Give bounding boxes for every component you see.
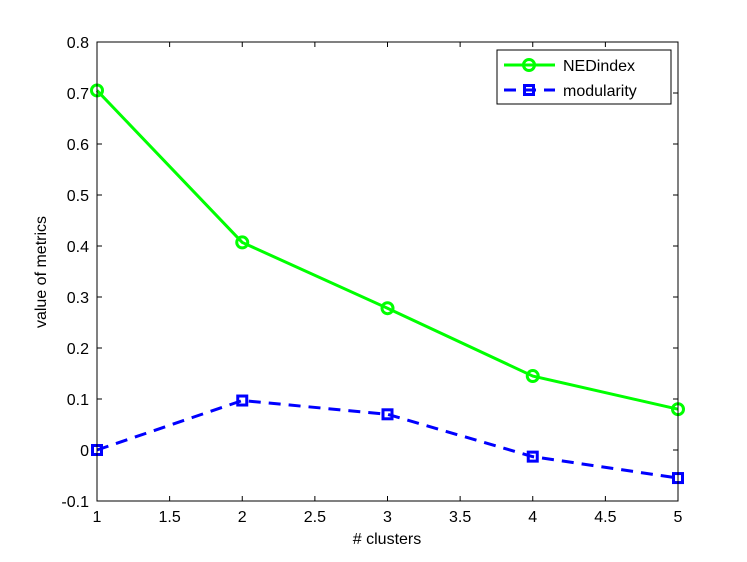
y-tick-label: 0.3 [67,290,89,307]
y-tick-label: -0.1 [61,494,89,511]
y-tick-label: 0 [80,443,89,460]
y-tick-label: 0.7 [67,86,89,103]
axes-box [96,41,679,502]
legend-label-nedindex: NEDindex [563,58,635,75]
x-tick-label: 1.5 [159,509,181,526]
data-point-legend-nedindex [522,58,536,72]
series-nedindex [90,83,685,417]
x-tick-labels: 1 1.5 2 2.5 3 3.5 4 4.5 5 [93,509,683,526]
plot-area [97,42,678,501]
data-point-nedindex [525,369,540,384]
y-tick-label: 0.8 [67,35,89,52]
x-tick-label: 2 [238,509,247,526]
y-tick-label: 0.5 [67,188,89,205]
data-point-nedindex [235,235,250,250]
legend-label-modularity: modularity [563,83,637,100]
series-line-modularity [96,399,679,480]
y-tick-label: 0.4 [67,239,89,256]
series-line-nedindex [95,89,679,411]
series-layer [90,83,685,485]
data-point-nedindex [380,301,395,316]
x-tick-label: 4 [528,509,537,526]
x-tick-label: 1 [93,509,102,526]
x-tick-label: 3.5 [449,509,471,526]
x-tick-label: 2.5 [304,509,326,526]
x-tick-label: 3 [383,509,392,526]
legend: NEDindex modularity [496,49,672,105]
data-point-legend-modularity [523,84,535,96]
y-tick-label: 0.6 [67,137,89,154]
y-tick-label: 0.1 [67,392,89,409]
x-tick-label: 4.5 [594,509,616,526]
y-axis-label: value of metrics [33,216,50,328]
data-point-modularity [526,450,539,463]
x-axis-label: # clusters [353,531,421,548]
x-tick-label: 5 [674,509,683,526]
y-tick-labels: -0.1 0 0.1 0.2 0.3 0.4 0.5 0.6 0.7 0.8 [61,35,89,511]
y-tick-label: 0.2 [67,341,89,358]
data-point-modularity [381,408,394,421]
data-point-modularity [236,394,249,407]
